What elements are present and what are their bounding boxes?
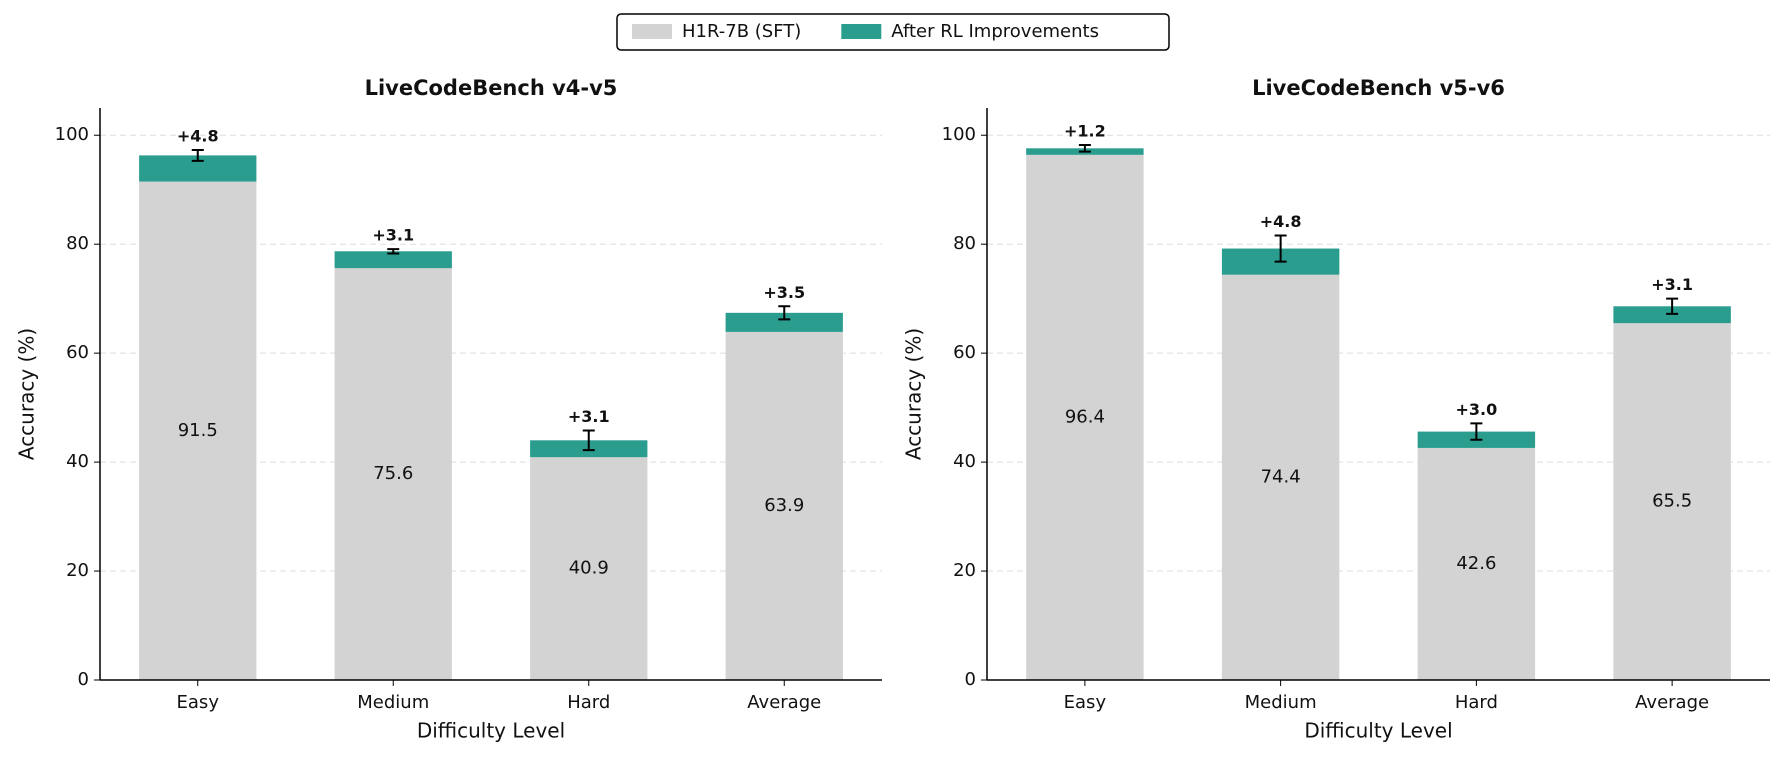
y-tick-label: 80 (953, 233, 976, 254)
y-tick-label: 100 (55, 124, 89, 145)
chart-title: LiveCodeBench v4-v5 (365, 76, 618, 100)
bar-segment (139, 181, 257, 681)
error-bar (387, 248, 400, 255)
bar-value-label: 74.4 (1261, 466, 1301, 487)
bar-value-label: 91.5 (178, 420, 218, 441)
x-tick-label: Average (1635, 692, 1709, 713)
improvement-label: +4.8 (1260, 212, 1302, 231)
y-tick-label: 60 (66, 342, 89, 363)
bar-segment (530, 457, 648, 680)
bar-segment (334, 268, 452, 680)
chart-title: LiveCodeBench v5-v6 (1252, 76, 1505, 100)
bar-segment (1221, 274, 1340, 680)
bar-value-label: 75.6 (373, 463, 413, 484)
x-tick-label: Medium (357, 692, 429, 713)
bar-segment (725, 331, 843, 680)
x-tick-label: Average (747, 692, 821, 713)
improvement-label: +3.1 (372, 226, 414, 245)
legend: H1R-7B (SFT) After RL Improvements (616, 13, 1170, 51)
improvement-label: +3.1 (568, 407, 610, 426)
improvement-label: +4.8 (177, 126, 219, 145)
improvement-label: +3.0 (1456, 400, 1498, 419)
y-tick-label: 100 (942, 124, 976, 145)
y-tick-label: 40 (953, 451, 976, 472)
y-tick-label: 0 (965, 669, 976, 690)
improvement-label: +3.5 (763, 283, 805, 302)
error-bar (778, 305, 791, 321)
y-tick-label: 0 (78, 669, 89, 690)
bar-segment (725, 312, 843, 332)
legend-label: After RL Improvements (891, 21, 1099, 42)
improvement-label: +3.1 (1651, 275, 1693, 294)
bar-value-label: 65.5 (1652, 491, 1692, 512)
y-tick-label: 60 (953, 342, 976, 363)
improvement-label: +1.2 (1064, 122, 1106, 141)
error-bar (1274, 234, 1287, 263)
y-tick-label: 40 (66, 451, 89, 472)
x-tick-label: Hard (1455, 692, 1498, 713)
bar-value-label: 40.9 (569, 558, 609, 579)
bar-value-label: 63.9 (764, 495, 804, 516)
x-tick-label: Easy (1064, 692, 1107, 713)
bar-segment (334, 251, 452, 269)
y-tick-label: 20 (953, 560, 976, 581)
legend-swatch (632, 24, 672, 39)
y-tick-label: 20 (66, 560, 89, 581)
bar-value-label: 42.6 (1456, 553, 1496, 574)
legend-label: H1R-7B (SFT) (682, 21, 801, 42)
error-bar (1470, 422, 1483, 441)
legend-swatch (841, 24, 882, 39)
error-bar (1078, 144, 1091, 153)
x-tick-label: Hard (567, 692, 610, 713)
y-tick-label: 80 (66, 233, 89, 254)
error-bar (191, 148, 204, 162)
bar-value-label: 96.4 (1065, 406, 1105, 427)
bar-segment (1417, 447, 1536, 680)
legend-frame (616, 13, 1170, 51)
x-tick-label: Medium (1245, 692, 1317, 713)
error-bar (582, 429, 595, 452)
y-axis-label: Accuracy (%) (902, 328, 926, 460)
y-axis-label: Accuracy (%) (15, 328, 39, 460)
x-axis-label: Difficulty Level (1304, 719, 1452, 743)
x-axis-label: Difficulty Level (417, 719, 565, 743)
error-bar (1666, 297, 1679, 315)
bar-segment (1613, 323, 1731, 680)
bar-segment (1026, 154, 1144, 681)
x-tick-label: Easy (177, 692, 220, 713)
